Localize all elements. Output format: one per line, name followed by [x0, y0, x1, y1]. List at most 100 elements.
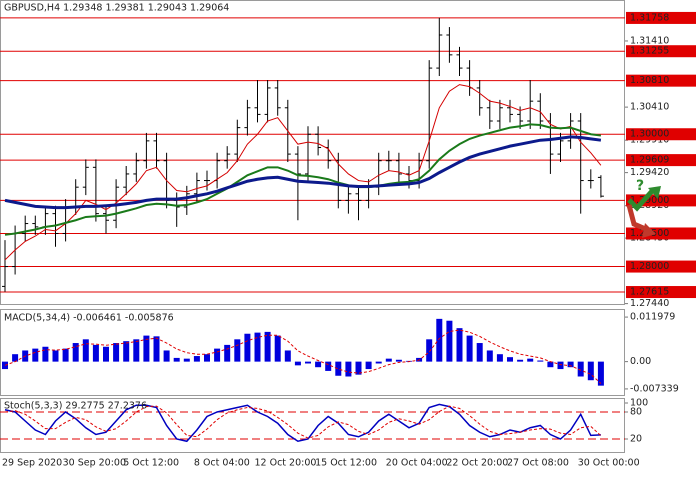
level-label-box	[626, 45, 696, 58]
up-arrow	[627, 188, 655, 212]
y-tick-label: 20	[630, 434, 642, 445]
y-tick-label: 1.31410	[630, 35, 669, 46]
histogram-bar	[193, 356, 200, 362]
histogram-bar	[315, 361, 322, 368]
histogram-bar	[567, 361, 574, 368]
chart-title: GBPUSD,H4 1.29348 1.29381 1.29043 1.2906…	[4, 3, 229, 14]
level-label-box	[626, 154, 696, 167]
histogram-bar	[597, 361, 604, 386]
histogram-bar	[365, 361, 372, 370]
y-tick-label: -0.007339	[630, 383, 679, 394]
histogram-bar	[335, 361, 342, 376]
histogram-bar	[103, 346, 109, 362]
y-tick-label: 80	[630, 407, 642, 418]
histogram-bar	[486, 350, 493, 362]
histogram-bar	[153, 336, 160, 362]
histogram-bar	[325, 361, 332, 371]
x-tick-label: 5 Oct 12:00	[123, 458, 179, 469]
stoch-title: Stoch(5,3,3) 29.2775 27.2376	[4, 401, 147, 412]
histogram-bar	[254, 332, 261, 362]
histogram-bar	[375, 361, 382, 364]
stoch-main	[4, 403, 601, 443]
x-tick-label: 20 Oct 04:00	[386, 458, 448, 469]
y-tick-label: 1.30410	[630, 102, 669, 113]
histogram-bar	[163, 350, 170, 362]
histogram-bar	[42, 346, 49, 362]
histogram-bar	[517, 359, 524, 362]
level-label: 1.29000	[630, 195, 669, 206]
histogram-bar	[234, 339, 241, 362]
histogram-bar	[264, 331, 271, 362]
x-tick-label: 27 Oct 08:00	[507, 458, 569, 469]
price-panel	[0, 0, 625, 305]
y-tick-label: 0.011979	[630, 312, 675, 323]
histogram-bar	[123, 341, 130, 362]
histogram-bar	[446, 320, 453, 362]
y-tick-label: 1.29420	[630, 167, 669, 178]
level-label: 1.28000	[630, 261, 669, 272]
histogram-bar	[62, 348, 69, 362]
histogram-bar	[204, 354, 210, 362]
signal-line	[4, 329, 602, 384]
histogram-bar	[537, 360, 544, 362]
histogram-bar	[355, 361, 362, 375]
level-label: 1.31758	[630, 12, 669, 23]
histogram-bar	[557, 361, 564, 370]
level-label: 1.29609	[630, 155, 669, 166]
level-label-box	[626, 74, 696, 87]
histogram-bar	[436, 318, 443, 362]
x-tick-label: 30 Sep 20:00	[63, 458, 126, 469]
histogram-bar	[577, 361, 584, 377]
histogram-bar	[72, 343, 79, 362]
forecast-icon: ?	[626, 178, 661, 238]
histogram-bar	[456, 328, 463, 362]
x-tick-label: 15 Oct 12:00	[315, 458, 377, 469]
histogram-bar	[133, 339, 140, 362]
level-label-box	[626, 286, 696, 299]
stoch-signal	[4, 405, 602, 439]
histogram-bar	[32, 348, 39, 362]
level-label: 1.30810	[630, 75, 669, 86]
histogram-bar	[395, 359, 402, 362]
histogram-bar	[345, 361, 352, 377]
macd-title: MACD(5,34,4) -0.006461 -0.005876	[4, 313, 174, 324]
x-tick-label: 8 Oct 04:00	[194, 458, 250, 469]
histogram-bar	[507, 357, 513, 362]
moving-average	[4, 135, 602, 210]
down-arrow	[626, 204, 649, 233]
y-tick-label: 0.00	[630, 356, 651, 367]
histogram-bar	[496, 354, 503, 362]
histogram-bar	[183, 358, 190, 362]
up-arrow-head	[648, 186, 661, 199]
moving-average	[4, 84, 602, 261]
x-tick-label: 22 Oct 20:00	[446, 458, 508, 469]
y-tick-label: 1.27440	[630, 298, 669, 309]
histogram-bar	[527, 358, 534, 362]
histogram-bar	[294, 361, 301, 366]
x-tick-label: 29 Sep 2020	[2, 458, 62, 469]
level-label-box	[626, 11, 696, 24]
histogram-bar	[173, 357, 180, 362]
annotation: ?	[636, 178, 644, 194]
histogram-bar	[284, 350, 291, 362]
histogram-bar	[214, 348, 221, 362]
histogram-bar	[547, 361, 554, 368]
level-label: 1.30000	[630, 129, 669, 140]
histogram-bar	[385, 358, 392, 362]
histogram-bar	[143, 335, 150, 362]
level-label-box	[626, 128, 696, 141]
stoch-panel	[0, 398, 625, 453]
histogram-bar	[244, 333, 251, 362]
x-tick-label: 12 Oct 20:00	[255, 458, 317, 469]
level-label-box	[626, 260, 696, 273]
histogram-bar	[476, 343, 483, 362]
histogram-bar	[224, 344, 231, 362]
histogram-bar	[92, 344, 99, 362]
histogram-bar	[82, 339, 89, 362]
histogram-bar	[466, 335, 473, 362]
histogram-bar	[274, 335, 281, 362]
histogram-bar	[587, 361, 594, 381]
moving-average	[4, 123, 602, 236]
y-tick-label: 100	[630, 398, 648, 409]
